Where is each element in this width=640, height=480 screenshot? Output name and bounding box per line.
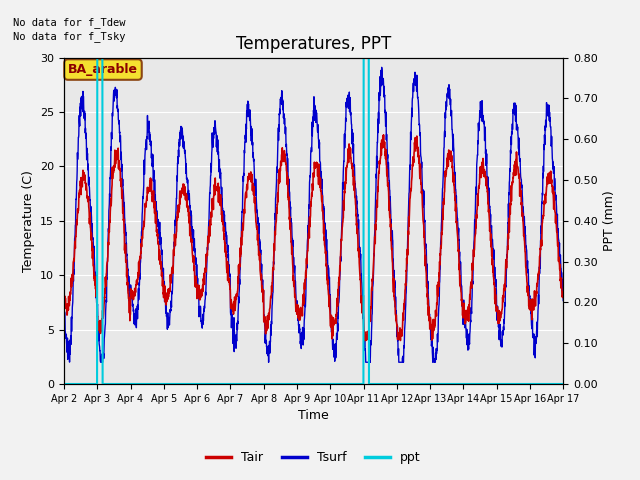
Legend: Tair, Tsurf, ppt: Tair, Tsurf, ppt: [201, 446, 426, 469]
Text: No data for f_Tdew: No data for f_Tdew: [13, 17, 125, 28]
Text: BA_arable: BA_arable: [68, 63, 138, 76]
X-axis label: Time: Time: [298, 409, 329, 422]
Y-axis label: Temperature (C): Temperature (C): [22, 170, 35, 272]
Y-axis label: PPT (mm): PPT (mm): [604, 191, 616, 251]
Title: Temperatures, PPT: Temperatures, PPT: [236, 35, 391, 53]
Text: No data for f_Tsky: No data for f_Tsky: [13, 31, 125, 42]
